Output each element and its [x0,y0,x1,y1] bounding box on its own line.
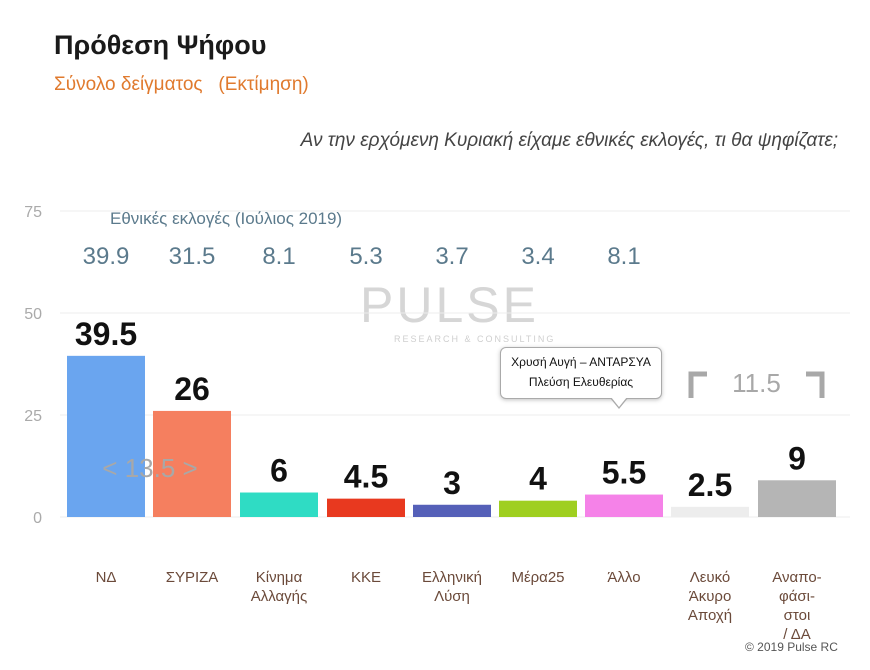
chart-title: Πρόθεση Ψήφου [54,30,267,60]
x-tick-label-line: Λύση [434,588,470,605]
watermark-main: PULSE [360,277,539,333]
x-tick-label-line: Άκυρο [689,588,732,605]
previous-election-value: 31.5 [169,243,216,270]
copyright: © 2019 Pulse RC [745,640,838,654]
previous-election-value: 39.9 [83,243,130,270]
bar-value-label: 3 [443,465,461,501]
bar-value-label: 4 [529,461,547,497]
bar-value-label: 2.5 [688,467,732,503]
x-tick-label-line: ΚΚΕ [351,569,381,586]
bar-value-label: 6 [270,453,288,489]
bar-value-label: 4.5 [344,459,388,495]
bar [240,492,318,517]
x-tick-label-line: ΣΥΡΙΖΑ [166,569,219,586]
x-tick-label-line: Μέρα25 [511,569,564,586]
chart-subtitle: Σύνολο δείγματος (Εκτίμηση) [54,74,309,95]
x-tick-label-line: Λευκό [690,569,731,586]
x-tick-label: Λευκό Άκυρο Αποχή [688,569,732,624]
x-tick-label-line: Κίνημα [256,569,303,586]
y-tick-label: 75 [24,204,42,221]
bar-value-label: 39.5 [75,316,137,352]
bar [67,355,145,517]
x-tick-label: Ελληνική Λύση [422,569,482,605]
x-tick-label-line: Αποχή [688,607,732,624]
bracket-right [806,371,825,398]
previous-election-value: 8.1 [262,243,295,270]
previous-election-value: 5.3 [349,243,382,270]
other-note-line-1: Χρυσή Αυγή – ΑΝΤΑΡΣΥΑ [511,355,651,369]
other-note-line-2: Πλεύση Ελευθερίας [528,375,634,389]
previous-election-label: Εθνικές εκλογές (Ιούλιος 2019) [110,209,342,228]
bar [413,504,491,517]
bar [671,506,749,517]
pulse-watermark: PULSE RESEARCH & CONSULTING [360,276,555,344]
x-tick-label-line: φάσι- [779,588,815,605]
x-tick-label: Αναπο-φάσι-στοι / ΔΑ [772,569,821,643]
bar-value-label: 5.5 [602,455,646,491]
x-tick-label-line: Άλλο [607,569,640,586]
bar [153,410,231,517]
x-tick-label: Κίνημα Αλλαγής [251,569,308,605]
bracket-annotation: 11.5 [732,368,781,398]
other-note-callout: Χρυσή Αυγή – ΑΝΤΑΡΣΥΑ Πλεύση Ελευθερίας [500,347,662,399]
bar [585,494,663,517]
bar [758,480,836,517]
watermark-sub: RESEARCH & CONSULTING [394,334,556,344]
x-tick-label-line: ΝΔ [96,569,117,586]
previous-election-value: 8.1 [607,243,640,270]
x-tick-label: Άλλο [607,569,640,586]
y-tick-label: 0 [33,510,42,527]
x-tick-label: ΝΔ [96,569,117,586]
bar-value-label: 26 [174,371,210,407]
callout-tail-inner [611,397,627,407]
x-tick-label-line: Αλλαγής [251,588,308,605]
previous-election-value: 3.4 [521,243,554,270]
y-tick-label: 50 [24,306,42,323]
y-tick-label: 25 [24,408,42,425]
previous-election-value: 3.7 [435,243,468,270]
bar-value-label: 9 [788,440,806,476]
bar [327,498,405,517]
x-tick-label-line: Αναπο- [772,569,821,586]
x-tick-label-line: στοι [784,607,811,624]
x-tick-label: ΣΥΡΙΖΑ [166,569,219,586]
gap-annotation: < 13.5 > [102,453,197,483]
bar [499,500,577,517]
survey-question: Αν την ερχόμενη Κυριακή είχαμε εθνικές ε… [300,130,838,151]
x-tick-label: ΚΚΕ [351,569,381,586]
x-tick-label: Μέρα25 [511,569,564,586]
x-tick-label-line: / ΔΑ [783,626,811,643]
bracket-left [688,371,707,398]
x-tick-label-line: Ελληνική [422,569,482,586]
